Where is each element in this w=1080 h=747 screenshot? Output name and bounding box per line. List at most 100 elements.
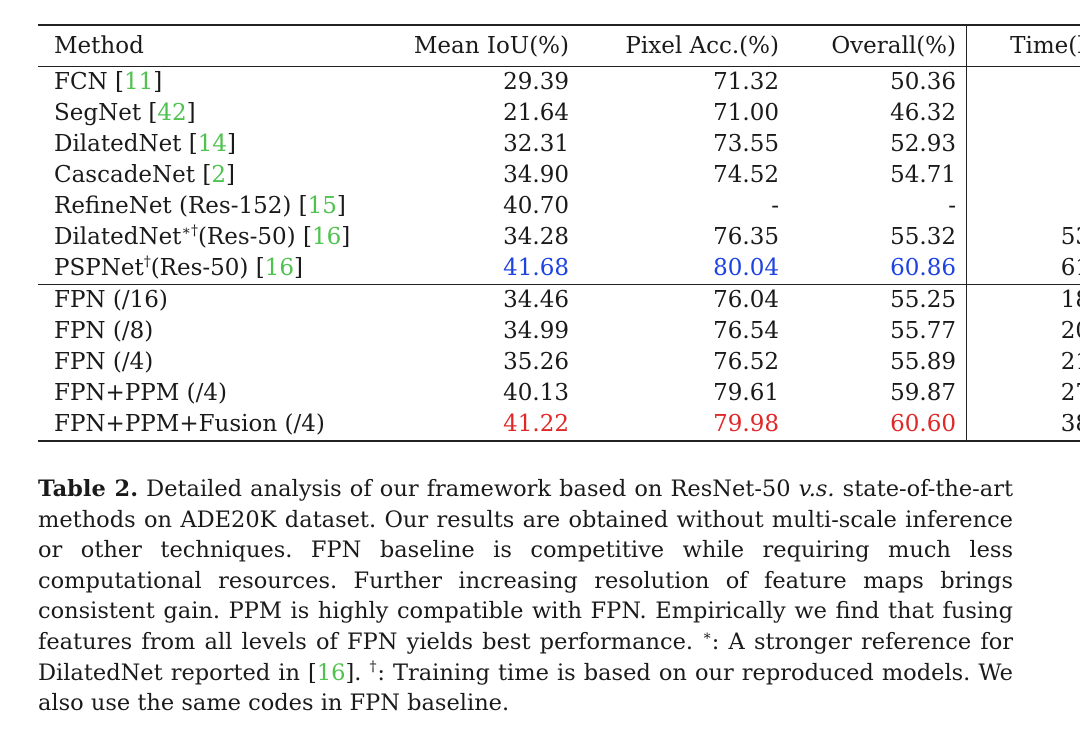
pix-cell: 71.32 (713, 69, 779, 95)
miou-cell: 34.90 (503, 162, 569, 188)
overall-cell: 60.86 (890, 255, 956, 281)
method-cell: SegNet [42] (54, 100, 196, 126)
method-cell: DilatedNet [14] (54, 131, 236, 157)
overall-cell: - (948, 193, 956, 219)
method-backbone: (Res-50) (150, 255, 256, 281)
citation-link[interactable]: 16 (311, 224, 342, 250)
method-name: PSPNet (54, 255, 144, 281)
table-row: RefineNet (Res-152) [15] 40.70 - - - (38, 191, 1080, 222)
table-row: CascadeNet [2] 34.90 74.52 54.71 - (38, 160, 1080, 191)
method-cell: FPN (/8) (54, 318, 154, 344)
pix-cell: 76.04 (713, 287, 779, 313)
table-caption: Table 2. Detailed analysis of our framew… (38, 476, 1013, 717)
results-table: Method Mean IoU(%) Pixel Acc.(%) Overall… (38, 24, 1080, 442)
footnote-marks: † (143, 254, 151, 270)
time-cell: 61.1 (966, 253, 1080, 285)
caption-text-4: . (354, 659, 370, 686)
header-mean-iou: Mean IoU(%) (413, 33, 569, 59)
table-row: PSPNet†(Res-50) [16] 41.68 80.04 60.86 6… (38, 253, 1080, 285)
pix-cell: 76.52 (713, 349, 779, 375)
time-cell: 38.7 (966, 409, 1080, 441)
caption-label: Table 2. (38, 476, 139, 502)
time-cell: - (966, 98, 1080, 129)
table-row: FPN (/16) 34.46 76.04 55.25 18.1 (38, 284, 1080, 316)
time-cell: 27.8 (966, 378, 1080, 409)
overall-cell: 46.32 (890, 100, 956, 126)
overall-cell: 55.89 (890, 349, 956, 375)
method-cell: FPN (/16) (54, 287, 168, 313)
header-method: Method (54, 33, 144, 59)
method-cell: PSPNet†(Res-50) [16] (54, 254, 303, 281)
pix-cell: 76.54 (713, 318, 779, 344)
caption-text-3: : A stronger reference for DilatedNet re… (38, 628, 1013, 686)
header-pixel-acc: Pixel Acc.(%) (625, 33, 779, 59)
our-method-rows: FPN (/16) 34.46 76.04 55.25 18.1 FPN (/8… (38, 284, 1080, 441)
method-name: DilatedNet (54, 224, 182, 250)
table-row: DilatedNet∗†(Res-50) [16] 34.28 76.35 55… (38, 222, 1080, 253)
method-cell: FPN+PPM (/4) (54, 380, 227, 406)
citation-link[interactable]: 14 (197, 131, 227, 157)
method-cell: CascadeNet [2] (54, 162, 235, 188)
method-cell: FPN+PPM+Fusion (/4) (54, 411, 325, 437)
overall-cell: 59.87 (890, 380, 956, 406)
citation-link[interactable]: 15 (307, 193, 337, 219)
overall-cell: 50.36 (890, 69, 956, 95)
miou-cell: 32.31 (503, 131, 569, 157)
time-cell: 21.2 (966, 347, 1080, 378)
time-cell: - (966, 129, 1080, 160)
overall-cell: 55.32 (890, 224, 956, 250)
caption-citation-link[interactable]: 16 (316, 659, 346, 686)
overall-cell: 55.25 (890, 287, 956, 313)
time-cell: - (966, 66, 1080, 98)
method-backbone: (Res-50) (197, 224, 303, 250)
pix-cell: 74.52 (713, 162, 779, 188)
footnote-marks: ∗† (181, 223, 198, 239)
miou-cell: 21.64 (503, 100, 569, 126)
miou-cell: 40.13 (503, 380, 569, 406)
method-cell: RefineNet (Res-152) [15] (54, 193, 346, 219)
caption-text-5: : Training time is based on our reproduc… (38, 659, 1013, 717)
method-name: RefineNet (Res-152) (54, 193, 299, 219)
table-row: SegNet [42] 21.64 71.00 46.32 - (38, 98, 1080, 129)
pix-cell: 76.35 (713, 224, 779, 250)
caption-text-2: state-of-the-art methods on ADE20K datas… (38, 476, 1013, 655)
time-cell: 20.2 (966, 316, 1080, 347)
results-table-container: Method Mean IoU(%) Pixel Acc.(%) Overall… (38, 24, 1080, 442)
table-row: FPN (/4) 35.26 76.52 55.89 21.2 (38, 347, 1080, 378)
caption-vs: v.s. (798, 476, 835, 502)
miou-cell: 40.70 (503, 193, 569, 219)
method-name: DilatedNet (54, 131, 189, 157)
table-row: FCN [11] 29.39 71.32 50.36 - (38, 66, 1080, 98)
miou-cell: 41.22 (503, 411, 569, 437)
miou-cell: 34.28 (503, 224, 569, 250)
time-cell: 18.1 (966, 284, 1080, 316)
citation-link[interactable]: 11 (123, 69, 154, 95)
header-overall: Overall(%) (831, 33, 956, 59)
baseline-rows: FCN [11] 29.39 71.32 50.36 - SegNet [42]… (38, 66, 1080, 285)
method-name: SegNet (54, 100, 149, 126)
pix-cell: 80.04 (713, 255, 779, 281)
citation-link[interactable]: 42 (157, 100, 187, 126)
pix-cell: 71.00 (713, 100, 779, 126)
time-cell: - (966, 160, 1080, 191)
table-header-row: Method Mean IoU(%) Pixel Acc.(%) Overall… (38, 25, 1080, 67)
citation-link[interactable]: 16 (264, 255, 294, 281)
caption-dagger-mark: † (369, 658, 378, 675)
caption-star-mark: ∗ (702, 627, 712, 644)
citation-link[interactable]: 2 (211, 162, 226, 188)
overall-cell: 54.71 (890, 162, 956, 188)
method-cell: FPN (/4) (54, 349, 154, 375)
miou-cell: 41.68 (503, 255, 569, 281)
overall-cell: 52.93 (890, 131, 956, 157)
pix-cell: 79.61 (713, 380, 779, 406)
method-name: FCN (54, 69, 115, 95)
pix-cell: 73.55 (713, 131, 779, 157)
method-cell: DilatedNet∗†(Res-50) [16] (54, 223, 351, 250)
method-cell: FCN [11] (54, 69, 163, 95)
pix-cell: - (771, 193, 779, 219)
overall-cell: 55.77 (890, 318, 956, 344)
table-row: FPN+PPM+Fusion (/4) 41.22 79.98 60.60 38… (38, 409, 1080, 441)
miou-cell: 34.46 (503, 287, 569, 313)
miou-cell: 34.99 (503, 318, 569, 344)
table-row: FPN (/8) 34.99 76.54 55.77 20.2 (38, 316, 1080, 347)
